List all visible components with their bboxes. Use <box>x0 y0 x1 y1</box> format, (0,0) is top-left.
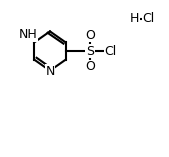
Text: NH: NH <box>19 28 37 41</box>
Text: S: S <box>86 45 94 57</box>
Text: O: O <box>85 60 95 73</box>
Text: H: H <box>130 12 139 25</box>
Text: N: N <box>45 65 55 78</box>
Text: Cl: Cl <box>104 45 117 57</box>
Text: Cl: Cl <box>143 12 155 25</box>
Text: O: O <box>85 29 95 42</box>
